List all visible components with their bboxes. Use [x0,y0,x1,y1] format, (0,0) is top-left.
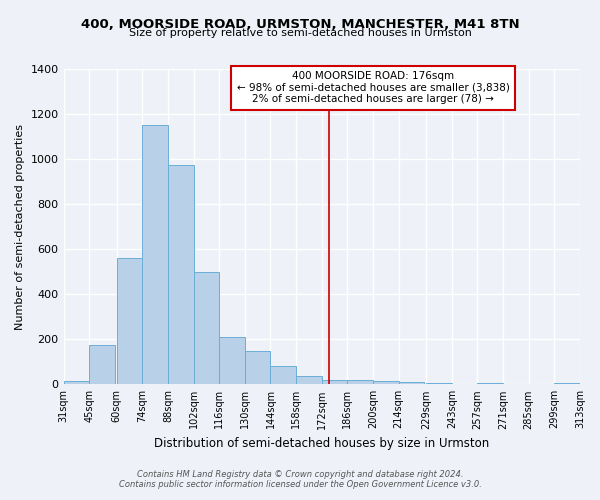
Bar [219,337,245,384]
Bar [296,376,322,384]
Bar [347,380,373,384]
Y-axis label: Number of semi-detached properties: Number of semi-detached properties [15,124,25,330]
Bar [142,126,168,384]
Bar [554,383,580,384]
Text: 400, MOORSIDE ROAD, URMSTON, MANCHESTER, M41 8TN: 400, MOORSIDE ROAD, URMSTON, MANCHESTER,… [80,18,520,30]
Bar [373,381,398,384]
Bar [398,382,424,384]
Bar [89,345,115,385]
Bar [168,164,194,384]
Bar [245,351,271,384]
Bar [322,380,347,384]
Bar [426,383,452,384]
Bar [64,381,89,384]
Text: Contains HM Land Registry data © Crown copyright and database right 2024.
Contai: Contains HM Land Registry data © Crown c… [119,470,481,489]
Bar [271,366,296,384]
Bar [478,383,503,384]
X-axis label: Distribution of semi-detached houses by size in Urmston: Distribution of semi-detached houses by … [154,437,490,450]
Text: Size of property relative to semi-detached houses in Urmston: Size of property relative to semi-detach… [128,28,472,38]
Text: 400 MOORSIDE ROAD: 176sqm
← 98% of semi-detached houses are smaller (3,838)
2% o: 400 MOORSIDE ROAD: 176sqm ← 98% of semi-… [236,72,509,104]
Bar [194,272,219,384]
Bar [116,258,142,384]
